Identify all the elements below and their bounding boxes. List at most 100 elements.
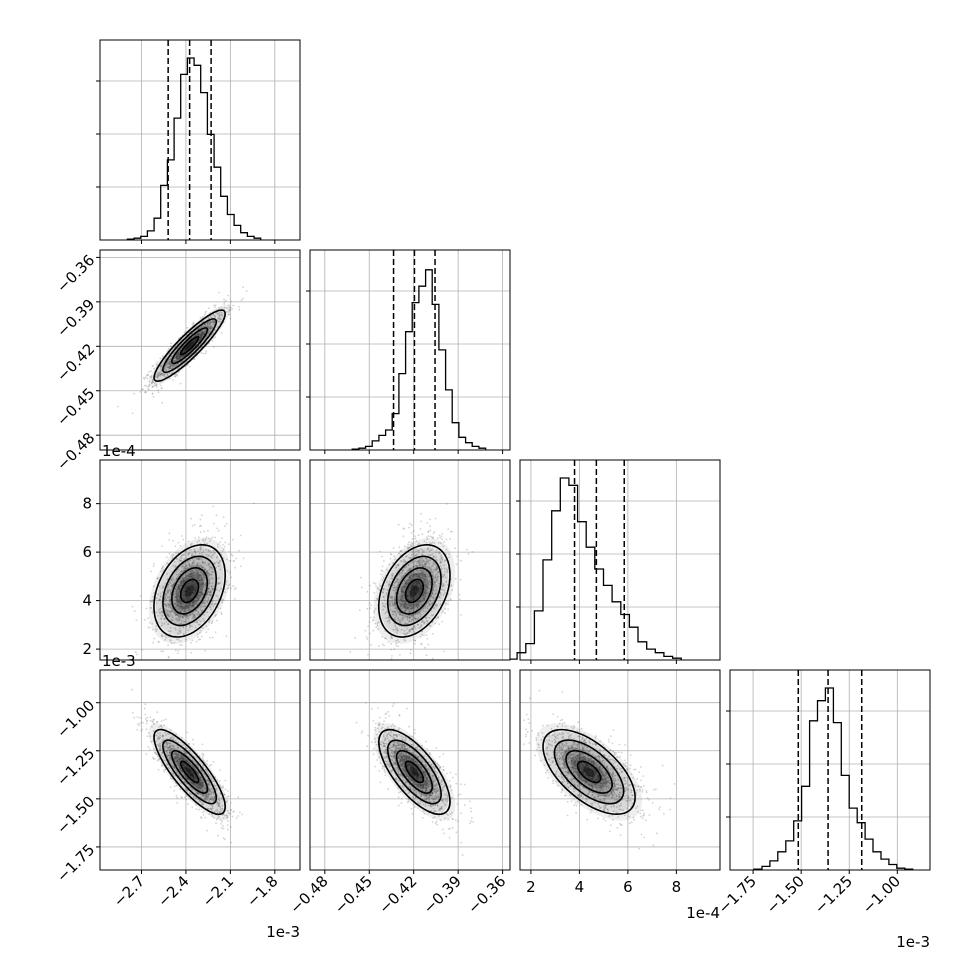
scatter-point (190, 651, 193, 654)
scatter-point (422, 573, 424, 576)
scatter-point (216, 577, 219, 580)
scatter-point (193, 785, 196, 788)
scatter-point (412, 589, 414, 591)
scatter-point (205, 770, 208, 773)
scatter-point (383, 588, 385, 590)
scatter-point (143, 618, 146, 621)
scatter-point (205, 549, 207, 551)
scatter-point (182, 598, 185, 601)
scatter-point (192, 342, 195, 345)
scatter-point (189, 573, 192, 575)
scatter-point (217, 565, 220, 567)
scatter-point (416, 602, 418, 604)
scatter-point (198, 581, 201, 584)
scatter-point (211, 536, 214, 539)
scatter-point (222, 817, 225, 819)
scatter-point (399, 605, 401, 608)
scatter-point (167, 603, 170, 606)
scatter-point (208, 562, 211, 565)
scatter-point (401, 572, 403, 575)
scatter-point (207, 562, 210, 565)
scatter-point (167, 362, 170, 364)
scatter-point (202, 579, 205, 582)
scatter-point (160, 369, 163, 372)
scatter-point (429, 525, 431, 528)
scatter-point (218, 307, 221, 309)
scatter-point (204, 323, 207, 326)
scatter-point (211, 571, 214, 574)
scatter-point (224, 545, 226, 548)
scatter-point (418, 600, 421, 603)
scatter-point (376, 622, 379, 625)
scatter-point (445, 568, 448, 571)
scatter-point (207, 598, 210, 600)
scatter-point (417, 560, 420, 562)
scatter-point (210, 566, 213, 568)
scatter-point (170, 610, 173, 613)
scatter-point (194, 552, 197, 555)
scatter-point (210, 593, 212, 596)
scatter-point (415, 618, 417, 620)
scatter-point (398, 598, 401, 601)
scatter-point (202, 582, 205, 585)
scatter-point (390, 637, 392, 639)
scatter-point (389, 608, 392, 611)
scatter-point (202, 605, 205, 608)
scatter-point (198, 786, 200, 789)
scatter-point (200, 330, 203, 333)
scatter-point (136, 723, 139, 725)
scatter-point (192, 572, 195, 574)
scatter-point (205, 795, 208, 798)
scatter-point (412, 573, 414, 576)
scatter-point (195, 569, 198, 571)
scatter-point (230, 300, 233, 303)
scatter-point (173, 582, 176, 585)
scatter-point (432, 588, 435, 590)
scatter-point (422, 572, 425, 575)
scatter-point (208, 332, 210, 335)
scatter-point (419, 636, 422, 638)
scatter-point (151, 381, 154, 384)
scatter-point (199, 336, 202, 339)
scatter-point (442, 576, 445, 578)
panel-background (100, 670, 300, 870)
scatter-point (239, 534, 242, 537)
scatter-point (174, 602, 177, 605)
scatter-point (424, 610, 427, 613)
scatter-point (192, 589, 195, 591)
scatter-point (198, 558, 200, 561)
scatter-point (189, 572, 192, 575)
scatter-point (394, 618, 396, 621)
scatter-point (393, 607, 396, 610)
scatter-point (401, 600, 404, 602)
scatter-point (169, 365, 172, 368)
scatter-point (400, 560, 403, 563)
scatter-point (188, 588, 191, 590)
scatter-point (442, 650, 445, 653)
scatter-point (160, 386, 163, 389)
scatter-point (190, 344, 193, 346)
scatter-point (385, 581, 388, 583)
scatter-point (224, 541, 227, 544)
scatter-point (393, 604, 396, 607)
scatter-point (168, 366, 171, 368)
scatter-point (423, 550, 425, 552)
scatter-point (201, 332, 204, 335)
scatter-point (424, 585, 426, 587)
scatter-point (131, 605, 134, 608)
scatter-point (424, 562, 427, 565)
scatter-point (401, 582, 404, 585)
scatter-point (409, 556, 412, 559)
scatter-point (198, 333, 201, 336)
scatter-point (416, 573, 419, 576)
scatter-point (191, 765, 194, 768)
scatter-point (197, 557, 200, 560)
scatter-point (440, 556, 443, 559)
scatter-point (401, 619, 404, 622)
scatter-point (144, 376, 147, 379)
scatter-point (168, 611, 171, 613)
scatter-point (410, 588, 413, 590)
scatter-point (186, 578, 189, 581)
scatter-point (192, 342, 195, 344)
scatter-point (413, 599, 416, 601)
